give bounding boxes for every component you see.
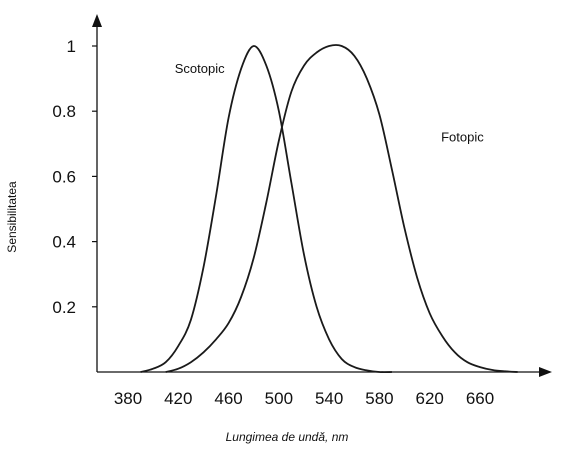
x-axis-label: Lungimea de undă, nm	[226, 430, 349, 444]
curves	[140, 44, 518, 374]
series-line-scotopic	[140, 45, 393, 374]
axes	[92, 14, 552, 377]
y-tick-label: 0.6	[52, 167, 76, 186]
x-tick-label: 380	[114, 389, 142, 408]
x-axis-arrow-icon	[539, 367, 552, 377]
annotation-label: Fotopic	[441, 129, 484, 144]
annotation-label: Scotopic	[175, 61, 225, 76]
x-tick-label: 580	[365, 389, 393, 408]
series-line-fotopic	[165, 44, 518, 373]
x-tick-label: 620	[416, 389, 444, 408]
x-ticks: 380 420 460 500 540 580 620 660	[114, 389, 494, 408]
y-tick-label: 1	[67, 37, 76, 56]
x-tick-label: 660	[466, 389, 494, 408]
x-tick-label: 420	[164, 389, 192, 408]
y-tick-label: 0.4	[52, 233, 76, 252]
y-tick-label: 0.8	[52, 102, 76, 121]
x-tick-label: 540	[315, 389, 343, 408]
y-tick-label: 0.2	[52, 298, 76, 317]
x-tick-label: 460	[214, 389, 242, 408]
annotations: Scotopic Fotopic	[175, 61, 484, 144]
y-axis-arrow-icon	[92, 14, 102, 27]
y-axis-label: Sensibilitatea	[5, 181, 19, 253]
x-tick-label: 500	[265, 389, 293, 408]
y-ticks: 0.2 0.4 0.6 0.8 1	[52, 37, 97, 317]
